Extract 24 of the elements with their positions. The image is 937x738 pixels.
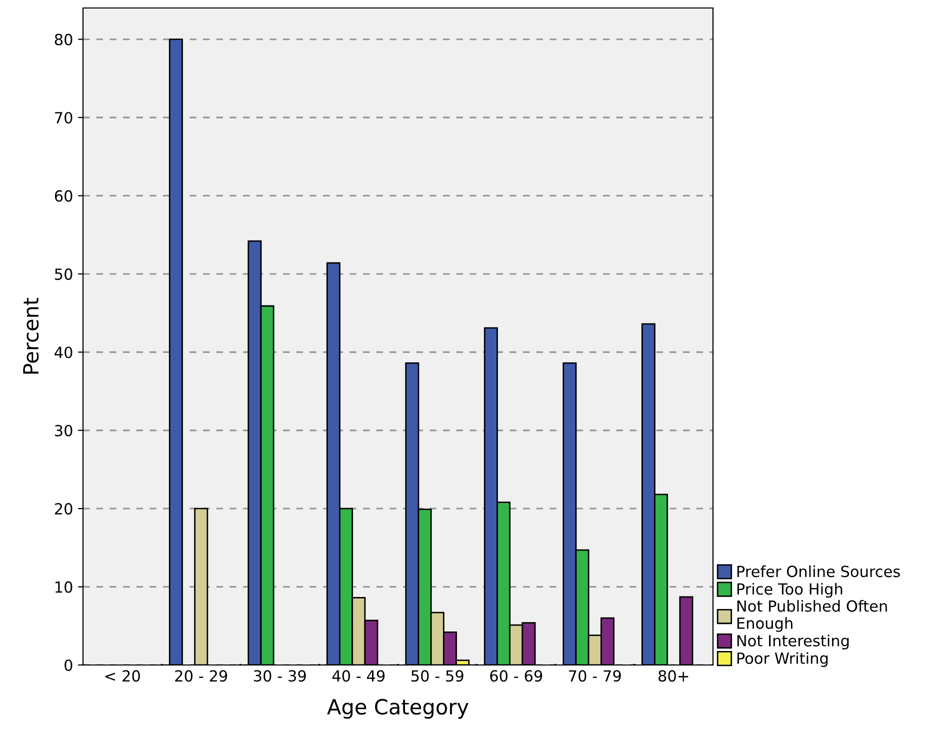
x-tick-label: 50 - 59 xyxy=(412,670,464,682)
y-axis-title: Percent xyxy=(23,298,39,374)
x-tick-label: < 20 xyxy=(105,670,140,682)
x-tick-label: 30 - 39 xyxy=(254,670,306,682)
x-tick-label: 40 - 49 xyxy=(332,670,385,682)
x-tick-label: 20 - 29 xyxy=(175,670,228,682)
y-tick-label: 20 xyxy=(54,503,72,515)
legend-label: Not Published Often Enough xyxy=(737,600,887,632)
x-tick-label: 80+ xyxy=(658,670,688,682)
y-tick-label: 30 xyxy=(55,424,72,436)
legend-label: Prefer Online Sources xyxy=(737,565,900,578)
y-tick-label: 40 xyxy=(54,346,72,358)
legend-label: Price Too High xyxy=(737,582,842,598)
x-tick-label: 70 - 79 xyxy=(569,670,621,682)
y-tick-label: 70 xyxy=(55,112,72,124)
y-tick-label: 0 xyxy=(64,659,72,672)
y-tick-label: 60 xyxy=(54,190,72,202)
legend-label: Not Interesting xyxy=(737,634,849,650)
y-tick-label: 50 xyxy=(55,268,72,280)
y-tick-label: 80 xyxy=(54,34,72,46)
x-axis-title: Age Category xyxy=(327,698,468,719)
y-tick-label: 10 xyxy=(56,581,72,593)
legend-label: Poor Writing xyxy=(737,652,828,667)
x-tick-label: 60 - 69 xyxy=(490,670,542,682)
